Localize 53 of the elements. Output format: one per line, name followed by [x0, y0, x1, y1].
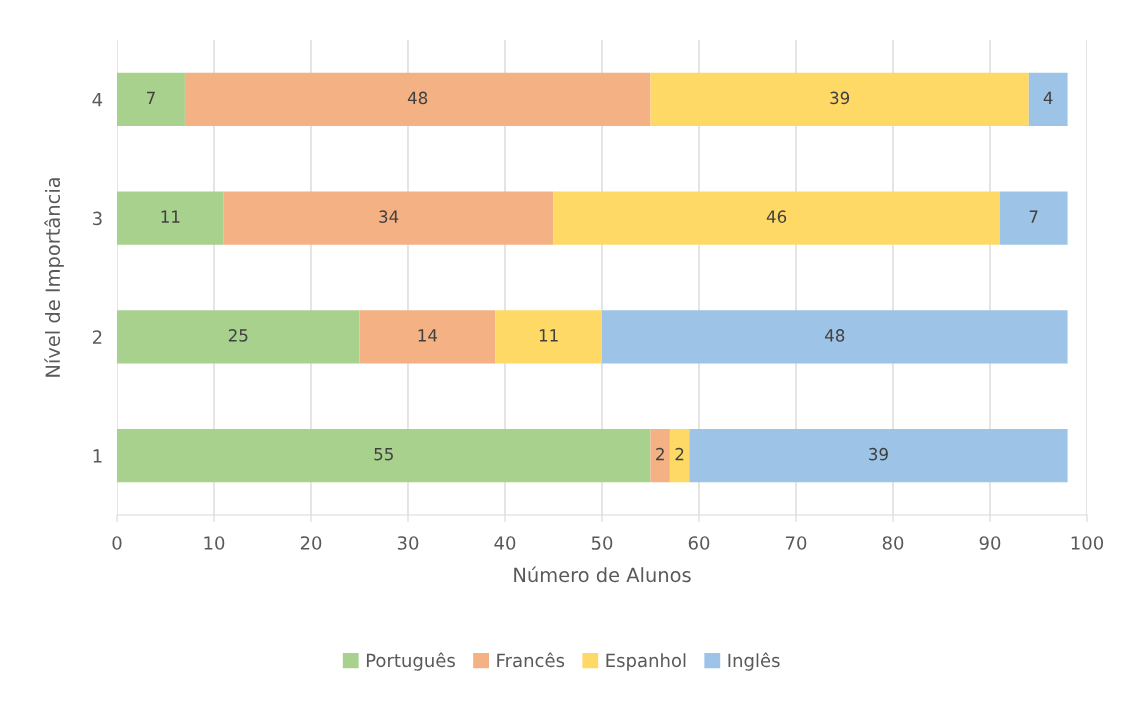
- data-label: 7: [1029, 210, 1038, 223]
- data-label: 55: [374, 448, 393, 461]
- bar: [669, 428, 690, 483]
- data-label: 14: [418, 329, 438, 342]
- bar: [650, 72, 1029, 127]
- bar: [1028, 72, 1068, 127]
- bar: [553, 191, 1000, 245]
- x-tick-label: 50: [591, 536, 613, 550]
- x-tick-label: 80: [882, 536, 904, 550]
- bar: [359, 310, 496, 364]
- bar: [223, 191, 554, 245]
- data-label: 11: [539, 329, 558, 342]
- data-label: 39: [830, 91, 850, 105]
- bar: [117, 72, 185, 127]
- bar: [184, 72, 651, 127]
- bar: [999, 191, 1068, 245]
- legend-label: Português: [366, 652, 455, 671]
- data-label: 25: [228, 329, 248, 342]
- bar: [117, 191, 224, 245]
- x-tick-label: 100: [1071, 536, 1104, 550]
- y-axis-title: Nível de Importância: [44, 178, 64, 377]
- x-tick-label: 60: [688, 536, 710, 550]
- bar: [602, 310, 1068, 364]
- data-label: 34: [379, 210, 399, 223]
- bar: [650, 428, 670, 483]
- x-tick-label: 20: [300, 536, 322, 550]
- bar: [689, 428, 1068, 483]
- y-tick-label: 4: [92, 93, 103, 107]
- x-tick-label: 10: [204, 536, 225, 550]
- legend-label: Francês: [497, 652, 565, 668]
- x-axis-title: Número de Alunos: [514, 566, 691, 583]
- legend-label: Inglês: [728, 652, 780, 671]
- data-label: 11: [161, 210, 180, 223]
- x-tick-label: 90: [979, 536, 1001, 550]
- data-label: 2: [656, 447, 664, 461]
- x-tick-label: 0: [112, 536, 122, 550]
- data-label: 48: [825, 329, 845, 342]
- y-tick-label: 1: [93, 449, 102, 463]
- data-label: 39: [869, 447, 888, 461]
- x-tick-label: 40: [494, 536, 516, 550]
- x-tick-label: 30: [397, 536, 419, 550]
- bar: [117, 310, 360, 364]
- bar: [495, 310, 602, 364]
- y-tick-label: 2: [92, 330, 102, 344]
- data-label: 46: [766, 210, 787, 223]
- y-tick-label: 3: [93, 211, 102, 226]
- data-label: 7: [147, 91, 155, 104]
- data-label: 4: [1043, 91, 1053, 104]
- bar: [117, 428, 651, 483]
- legend-label: Espanhol: [606, 653, 686, 671]
- data-label: 2: [675, 447, 684, 461]
- data-label: 48: [407, 91, 428, 105]
- x-tick-label: 70: [785, 536, 807, 550]
